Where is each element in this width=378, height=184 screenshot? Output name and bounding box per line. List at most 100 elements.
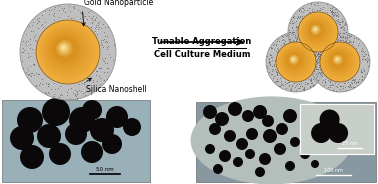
Point: [337, 44, 343, 47]
Point: [53, 6, 59, 9]
Point: [35, 27, 41, 30]
Point: [319, 74, 325, 77]
Point: [363, 72, 369, 75]
Point: [313, 68, 319, 71]
Point: [317, 73, 323, 76]
Point: [314, 53, 321, 56]
Point: [27, 37, 33, 40]
Point: [353, 82, 359, 85]
Point: [314, 53, 320, 56]
Point: [282, 83, 288, 86]
Point: [355, 37, 361, 40]
Point: [338, 32, 344, 35]
Point: [293, 89, 299, 92]
Point: [327, 80, 333, 83]
Point: [101, 45, 107, 48]
Point: [314, 68, 320, 71]
Point: [320, 52, 326, 55]
Point: [307, 86, 313, 89]
Point: [310, 47, 316, 50]
Circle shape: [332, 54, 344, 66]
Point: [359, 47, 365, 50]
Point: [90, 78, 96, 81]
Point: [300, 88, 306, 91]
Point: [311, 70, 317, 73]
Point: [34, 22, 40, 25]
Point: [363, 57, 369, 60]
Point: [321, 84, 327, 86]
Point: [338, 84, 344, 87]
Circle shape: [281, 47, 310, 76]
Point: [266, 60, 272, 63]
Point: [319, 52, 325, 55]
Point: [33, 84, 39, 86]
Circle shape: [47, 31, 85, 69]
Point: [320, 45, 326, 48]
Point: [313, 66, 319, 69]
Point: [301, 89, 307, 91]
Point: [322, 82, 328, 85]
Point: [319, 47, 325, 50]
Point: [337, 26, 343, 29]
Point: [350, 86, 356, 89]
Point: [274, 77, 280, 80]
Point: [271, 43, 277, 46]
Point: [48, 87, 54, 90]
Point: [301, 8, 307, 11]
Point: [353, 36, 359, 39]
Circle shape: [288, 54, 300, 66]
Point: [81, 82, 87, 85]
Point: [325, 79, 331, 82]
Point: [27, 64, 33, 67]
Point: [297, 85, 303, 88]
Point: [345, 84, 352, 87]
Point: [293, 20, 299, 23]
Point: [330, 88, 336, 91]
Circle shape: [51, 35, 80, 64]
Point: [42, 20, 48, 23]
Circle shape: [335, 57, 339, 61]
Point: [339, 25, 345, 28]
Point: [294, 51, 301, 54]
Circle shape: [329, 51, 348, 70]
Point: [280, 38, 287, 41]
Circle shape: [335, 57, 340, 62]
Point: [70, 91, 76, 94]
Point: [289, 32, 295, 35]
Point: [302, 40, 308, 43]
Point: [297, 33, 304, 36]
Point: [359, 78, 365, 81]
Point: [316, 53, 322, 56]
Point: [298, 81, 304, 84]
Point: [267, 63, 273, 66]
Point: [332, 44, 338, 47]
Point: [355, 80, 361, 83]
Point: [309, 82, 315, 84]
Point: [280, 38, 287, 41]
Point: [96, 20, 102, 23]
Circle shape: [301, 15, 335, 49]
Point: [356, 77, 362, 80]
Point: [339, 42, 345, 45]
Circle shape: [298, 13, 338, 51]
Point: [92, 29, 98, 32]
Point: [328, 34, 335, 37]
Point: [296, 87, 302, 90]
Point: [307, 11, 313, 14]
Point: [336, 22, 342, 25]
Point: [26, 72, 32, 75]
Point: [317, 52, 323, 55]
Bar: [300, 104, 374, 154]
Point: [71, 7, 77, 10]
Circle shape: [307, 20, 327, 40]
Point: [296, 17, 302, 20]
Point: [346, 33, 352, 36]
Circle shape: [288, 54, 299, 65]
Circle shape: [283, 49, 306, 72]
Point: [312, 48, 318, 51]
Point: [310, 43, 316, 46]
Circle shape: [313, 26, 318, 32]
Point: [31, 36, 37, 39]
Circle shape: [255, 167, 265, 177]
Point: [93, 24, 99, 27]
